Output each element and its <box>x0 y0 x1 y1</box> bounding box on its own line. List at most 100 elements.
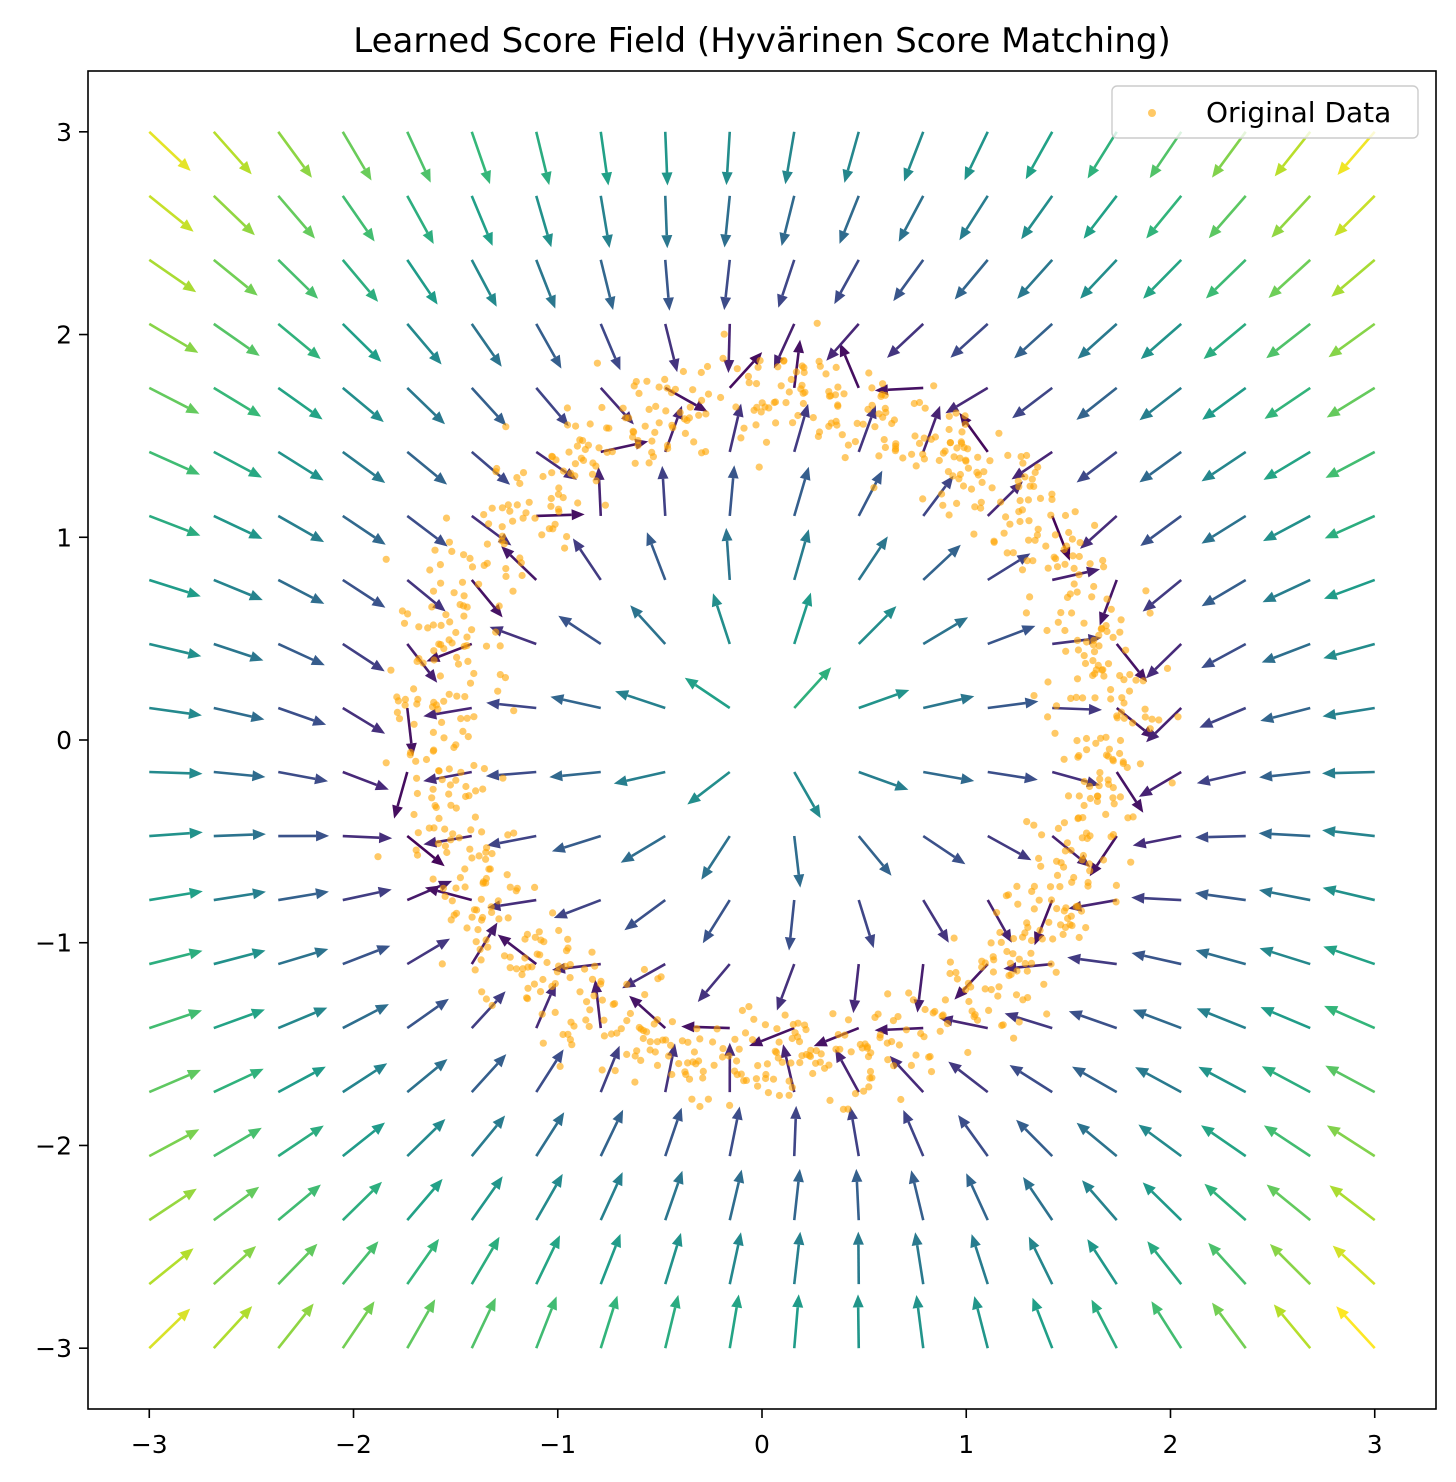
score-arrow <box>663 323 676 360</box>
data-point <box>1023 557 1031 565</box>
score-arrow-head <box>501 546 515 560</box>
data-point <box>435 814 443 823</box>
score-arrow <box>213 706 253 718</box>
data-point <box>946 439 955 447</box>
score-arrow <box>212 1253 248 1286</box>
score-arrow <box>857 546 882 581</box>
score-arrow <box>1093 1249 1118 1285</box>
data-point <box>459 727 467 736</box>
data-point <box>503 871 511 879</box>
score-arrow-head <box>1328 345 1343 358</box>
score-arrow <box>277 514 314 537</box>
score-arrow-head <box>610 356 621 371</box>
data-point <box>518 971 526 979</box>
score-arrow-head <box>188 948 203 960</box>
score-arrow-head <box>1260 1007 1275 1018</box>
score-arrow-head <box>186 587 201 598</box>
score-arrow-head <box>1016 553 1031 565</box>
data-point <box>1094 661 1102 670</box>
score-arrow <box>1335 949 1376 966</box>
data-point <box>452 884 460 892</box>
score-arrow <box>1115 643 1140 673</box>
data-point <box>958 428 966 436</box>
legend-label-original-data: Original Data <box>1206 96 1391 129</box>
score-arrow <box>148 450 189 471</box>
data-point <box>909 996 918 1004</box>
score-arrow <box>1052 638 1089 646</box>
data-point <box>1048 490 1056 498</box>
score-arrow-head <box>903 167 914 182</box>
score-arrow-head <box>571 509 585 521</box>
data-point <box>809 414 817 422</box>
data-point <box>643 1028 651 1036</box>
score-arrow <box>277 1071 316 1094</box>
score-arrow <box>277 322 312 352</box>
score-arrow <box>922 697 962 710</box>
data-point <box>633 1047 641 1055</box>
data-point <box>750 406 758 414</box>
score-arrow <box>213 1012 254 1030</box>
score-arrow-head <box>252 829 266 841</box>
y-tick-label: −3 <box>35 1334 72 1363</box>
score-arrow-head <box>435 998 449 1011</box>
data-point <box>738 1006 747 1015</box>
score-arrow-head <box>552 1112 565 1127</box>
score-arrow <box>970 1184 989 1221</box>
score-arrow-head <box>1325 1065 1340 1077</box>
score-arrow-head <box>434 1059 448 1072</box>
data-point <box>485 865 493 873</box>
score-arrow <box>1271 891 1311 902</box>
score-arrow-head <box>1023 1177 1035 1191</box>
score-arrow <box>470 1308 492 1349</box>
score-arrow-head <box>1324 589 1339 600</box>
score-arrow-head <box>301 1303 314 1318</box>
score-arrow-head <box>895 689 910 700</box>
score-arrow <box>470 259 492 296</box>
score-arrow <box>1021 386 1054 412</box>
score-arrow-head <box>1199 717 1214 728</box>
score-arrow-head <box>1326 406 1341 418</box>
data-point <box>1110 800 1118 808</box>
score-arrow-head <box>1000 928 1012 943</box>
score-arrow <box>277 1252 310 1286</box>
score-arrow <box>406 195 429 234</box>
data-point <box>964 464 973 472</box>
data-point <box>1030 905 1038 913</box>
score-arrow <box>1145 1072 1182 1094</box>
data-point <box>1073 675 1082 683</box>
score-arrow-head <box>365 1241 379 1255</box>
data-point <box>506 883 514 891</box>
score-arrow-head <box>849 999 861 1014</box>
score-arrow-head <box>251 948 266 960</box>
data-point <box>561 962 570 971</box>
data-point <box>881 404 889 412</box>
data-point <box>667 1041 675 1049</box>
score-arrow <box>1149 322 1183 352</box>
data-point <box>676 408 684 417</box>
data-point <box>607 1030 616 1038</box>
score-arrow <box>1212 642 1247 664</box>
data-point <box>1146 725 1154 733</box>
data-point <box>1068 535 1076 543</box>
score-arrow <box>149 706 190 715</box>
score-arrow-head <box>1195 831 1209 843</box>
score-arrow <box>1278 1252 1312 1286</box>
score-arrow <box>148 1013 191 1030</box>
score-arrow-head <box>1076 1122 1091 1136</box>
score-arrow-head <box>879 862 892 876</box>
data-point <box>1045 918 1053 926</box>
score-arrow <box>664 1182 680 1221</box>
data-point <box>772 419 780 427</box>
score-arrow-head <box>951 852 966 865</box>
score-arrow-head <box>1195 889 1209 901</box>
data-point <box>1074 753 1082 761</box>
score-arrow <box>707 835 731 870</box>
score-arrow-head <box>374 779 389 791</box>
data-point <box>709 1038 717 1046</box>
data-point <box>1070 564 1078 573</box>
data-point <box>689 1058 697 1066</box>
score-arrow <box>1216 1251 1247 1286</box>
data-point <box>466 554 474 563</box>
score-arrow-head <box>1195 948 1210 959</box>
score-arrow <box>694 683 731 710</box>
